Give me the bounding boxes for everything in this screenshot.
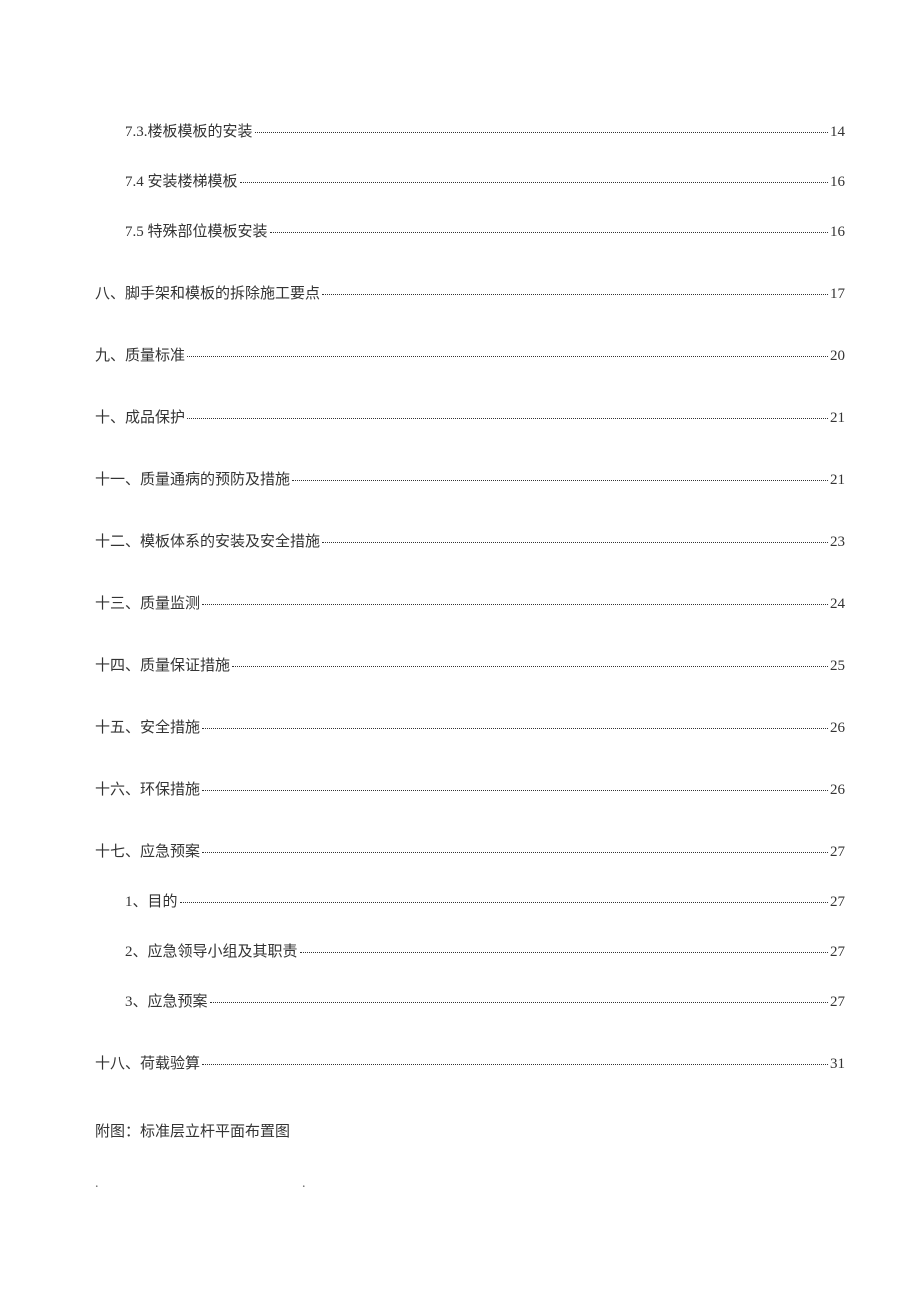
- toc-item: 十三、质量监测 24: [95, 592, 845, 616]
- table-of-contents: 7.3.楼板模板的安装 14 7.4 安装楼梯模板 16 7.5 特殊部位模板安装 16 八…: [95, 120, 845, 1076]
- toc-leader-dots: [300, 952, 828, 953]
- footer-marks: . .: [95, 1176, 506, 1192]
- toc-page-number: 25: [830, 654, 845, 678]
- toc-leader-dots: [292, 480, 828, 481]
- toc-item: 7.5 特殊部位模板安装 16: [95, 220, 845, 244]
- toc-leader-dots: [187, 418, 828, 419]
- toc-page-number: 16: [830, 170, 845, 194]
- toc-leader-dots: [202, 604, 828, 605]
- toc-item: 八、脚手架和模板的拆除施工要点 17: [95, 282, 845, 306]
- toc-item: 十八、荷载验算 31: [95, 1052, 845, 1076]
- toc-label: 八、脚手架和模板的拆除施工要点: [95, 282, 320, 306]
- toc-page-number: 24: [830, 592, 845, 616]
- toc-label: 7.5 特殊部位模板安装: [125, 220, 268, 244]
- toc-page-number: 26: [830, 716, 845, 740]
- toc-label: 九、质量标准: [95, 344, 185, 368]
- toc-label: 十一、质量通病的预防及措施: [95, 468, 290, 492]
- toc-label: 7.3.楼板模板的安装: [125, 120, 253, 144]
- toc-page-number: 20: [830, 344, 845, 368]
- toc-label: 十四、质量保证措施: [95, 654, 230, 678]
- toc-page-number: 17: [830, 282, 845, 306]
- toc-leader-dots: [270, 232, 828, 233]
- toc-page-number: 21: [830, 468, 845, 492]
- toc-leader-dots: [202, 790, 828, 791]
- toc-item: 十七、应急预案 27: [95, 840, 845, 864]
- toc-label: 3、应急预案: [125, 990, 208, 1014]
- toc-page-number: 23: [830, 530, 845, 554]
- toc-item: 十六、环保措施 26: [95, 778, 845, 802]
- toc-item: 7.4 安装楼梯模板 16: [95, 170, 845, 194]
- toc-label: 7.4 安装楼梯模板: [125, 170, 238, 194]
- toc-item: 十四、质量保证措施 25: [95, 654, 845, 678]
- footer-dot-right: .: [302, 1176, 306, 1192]
- toc-label: 十、成品保护: [95, 406, 185, 430]
- toc-item: 十、成品保护 21: [95, 406, 845, 430]
- toc-item: 7.3.楼板模板的安装 14: [95, 120, 845, 144]
- toc-item: 十一、质量通病的预防及措施 21: [95, 468, 845, 492]
- toc-page-number: 27: [830, 940, 845, 964]
- toc-leader-dots: [210, 1002, 828, 1003]
- toc-label: 2、应急领导小组及其职责: [125, 940, 298, 964]
- toc-leader-dots: [322, 294, 828, 295]
- toc-page-number: 27: [830, 990, 845, 1014]
- toc-item: 2、应急领导小组及其职责 27: [95, 940, 845, 964]
- toc-leader-dots: [232, 666, 828, 667]
- toc-leader-dots: [322, 542, 828, 543]
- toc-page-number: 21: [830, 406, 845, 430]
- toc-label: 十六、环保措施: [95, 778, 200, 802]
- toc-leader-dots: [240, 182, 828, 183]
- toc-leader-dots: [255, 132, 828, 133]
- toc-page-number: 27: [830, 840, 845, 864]
- toc-leader-dots: [202, 728, 828, 729]
- toc-leader-dots: [202, 1064, 828, 1065]
- toc-label: 十八、荷载验算: [95, 1052, 200, 1076]
- toc-label: 十五、安全措施: [95, 716, 200, 740]
- toc-leader-dots: [187, 356, 828, 357]
- toc-leader-dots: [180, 902, 828, 903]
- footer-dot-left: .: [95, 1176, 99, 1192]
- toc-item: 3、应急预案 27: [95, 990, 845, 1014]
- toc-item: 十二、模板体系的安装及安全措施 23: [95, 530, 845, 554]
- toc-page-number: 14: [830, 120, 845, 144]
- toc-page-number: 27: [830, 890, 845, 914]
- toc-label: 1、目的: [125, 890, 178, 914]
- toc-page-number: 26: [830, 778, 845, 802]
- toc-leader-dots: [202, 852, 828, 853]
- appendix-note: 附图：标准层立杆平面布置图: [95, 1120, 845, 1141]
- appendix-text: 附图：标准层立杆平面布置图: [95, 1124, 290, 1140]
- toc-label: 十七、应急预案: [95, 840, 200, 864]
- toc-page-number: 31: [830, 1052, 845, 1076]
- toc-item: 1、目的 27: [95, 890, 845, 914]
- toc-label: 十二、模板体系的安装及安全措施: [95, 530, 320, 554]
- toc-label: 十三、质量监测: [95, 592, 200, 616]
- toc-item: 九、质量标准 20: [95, 344, 845, 368]
- toc-item: 十五、安全措施 26: [95, 716, 845, 740]
- toc-page-number: 16: [830, 220, 845, 244]
